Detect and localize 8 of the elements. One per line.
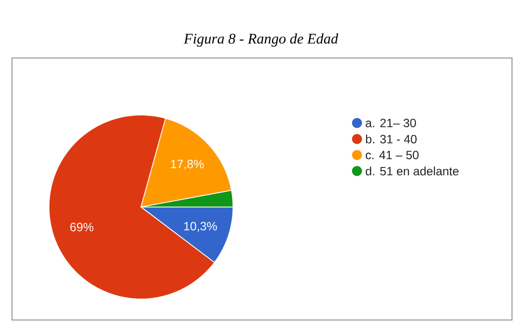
data-label: 69% [70, 222, 94, 232]
legend-label: c. 41 – 50 [366, 150, 419, 160]
chart-title: Figura 8 - Rango de Edad [184, 33, 338, 47]
legend-label: d. 51 en adelante [366, 166, 459, 176]
legend-label: b. 31 - 40 [366, 134, 417, 144]
data-label: 10,3% [184, 222, 217, 232]
data-label: 17,8% [171, 160, 204, 170]
legend-label: a. 21– 30 [366, 118, 416, 128]
